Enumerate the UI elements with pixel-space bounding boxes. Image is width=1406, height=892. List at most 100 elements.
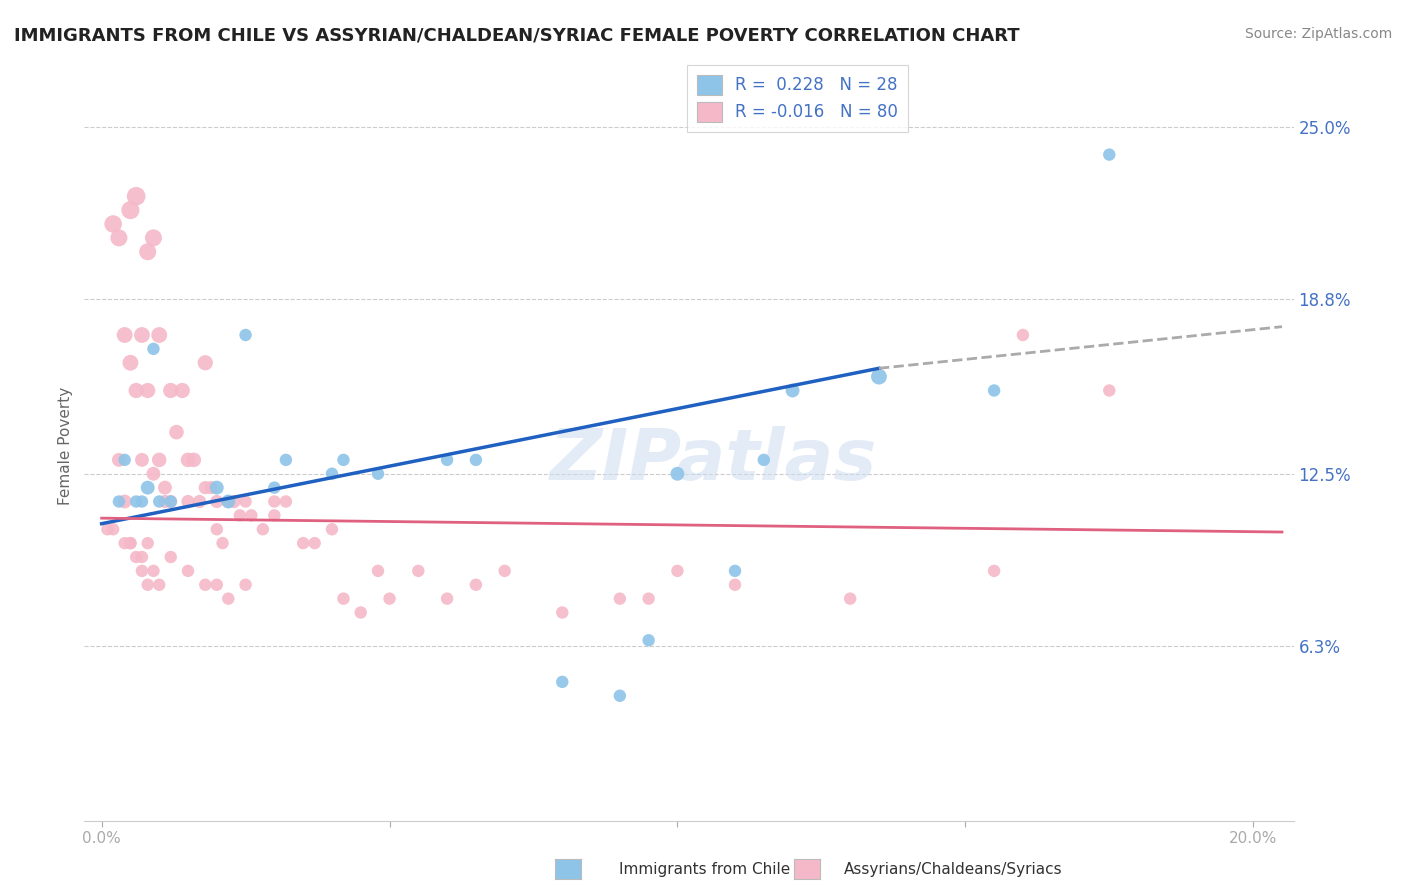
Point	[494, 564, 516, 578]
Point	[136, 244, 159, 259]
Text: Source: ZipAtlas.com: Source: ZipAtlas.com	[1244, 27, 1392, 41]
Point	[131, 328, 153, 343]
Point	[367, 564, 389, 578]
Point	[172, 384, 194, 398]
Point	[235, 328, 257, 343]
Point	[120, 536, 142, 550]
Point	[194, 481, 217, 495]
Point	[724, 578, 747, 592]
Point	[983, 384, 1005, 398]
Point	[136, 481, 159, 495]
Point	[205, 578, 228, 592]
Point	[609, 689, 631, 703]
Legend: R =  0.228   N = 28, R = -0.016   N = 80: R = 0.228 N = 28, R = -0.016 N = 80	[688, 65, 908, 132]
Point	[159, 494, 181, 508]
Point	[292, 536, 315, 550]
Point	[222, 494, 245, 508]
Point	[148, 494, 170, 508]
Point	[153, 494, 176, 508]
Point	[166, 425, 188, 439]
Point	[408, 564, 430, 578]
Point	[183, 453, 205, 467]
Point	[136, 578, 159, 592]
Point	[131, 494, 153, 508]
Point	[868, 369, 890, 384]
Point	[108, 231, 131, 245]
Point	[188, 494, 211, 508]
Text: IMMIGRANTS FROM CHILE VS ASSYRIAN/CHALDEAN/SYRIAC FEMALE POVERTY CORRELATION CHA: IMMIGRANTS FROM CHILE VS ASSYRIAN/CHALDE…	[14, 27, 1019, 45]
Point	[142, 467, 165, 481]
Point	[205, 522, 228, 536]
Point	[125, 189, 148, 203]
Point	[131, 564, 153, 578]
Point	[205, 494, 228, 508]
Point	[263, 494, 285, 508]
Point	[367, 467, 389, 481]
Text: Immigrants from Chile: Immigrants from Chile	[619, 863, 790, 877]
Point	[114, 536, 136, 550]
Point	[108, 494, 131, 508]
Point	[159, 384, 181, 398]
Point	[350, 606, 373, 620]
Point	[240, 508, 263, 523]
Point	[321, 467, 343, 481]
Point	[332, 591, 354, 606]
Point	[136, 384, 159, 398]
Point	[1098, 147, 1121, 161]
Point	[177, 494, 200, 508]
Point	[101, 217, 124, 231]
Point	[304, 536, 326, 550]
Point	[436, 453, 458, 467]
Point	[114, 453, 136, 467]
Point	[159, 549, 181, 564]
Point	[125, 549, 148, 564]
Point	[148, 578, 170, 592]
Point	[142, 564, 165, 578]
Point	[1098, 384, 1121, 398]
Point	[114, 494, 136, 508]
Point	[136, 536, 159, 550]
Point	[983, 564, 1005, 578]
Point	[464, 578, 486, 592]
Point	[120, 536, 142, 550]
Point	[120, 203, 142, 218]
Point	[142, 342, 165, 356]
Text: Assyrians/Chaldeans/Syriacs: Assyrians/Chaldeans/Syriacs	[844, 863, 1062, 877]
Point	[96, 522, 118, 536]
Point	[637, 633, 659, 648]
Point	[464, 453, 486, 467]
Point	[235, 578, 257, 592]
Point	[263, 481, 285, 495]
Point	[637, 591, 659, 606]
Point	[142, 231, 165, 245]
Text: ZIPatlas: ZIPatlas	[550, 426, 877, 495]
Point	[217, 591, 239, 606]
Point	[274, 494, 297, 508]
Point	[551, 606, 574, 620]
Point	[108, 453, 131, 467]
Point	[217, 494, 239, 508]
Point	[217, 494, 239, 508]
Point	[551, 674, 574, 689]
Point	[148, 453, 170, 467]
Point	[666, 564, 689, 578]
Point	[131, 549, 153, 564]
Point	[724, 564, 747, 578]
Point	[229, 508, 252, 523]
Point	[131, 453, 153, 467]
Point	[125, 384, 148, 398]
Point	[177, 453, 200, 467]
Point	[839, 591, 862, 606]
Point	[101, 522, 124, 536]
Point	[752, 453, 775, 467]
Point	[263, 508, 285, 523]
Point	[177, 564, 200, 578]
Point	[211, 536, 233, 550]
Point	[436, 591, 458, 606]
Point	[274, 453, 297, 467]
Point	[332, 453, 354, 467]
Point	[153, 481, 176, 495]
Point	[194, 356, 217, 370]
Point	[159, 494, 181, 508]
Point	[148, 328, 170, 343]
